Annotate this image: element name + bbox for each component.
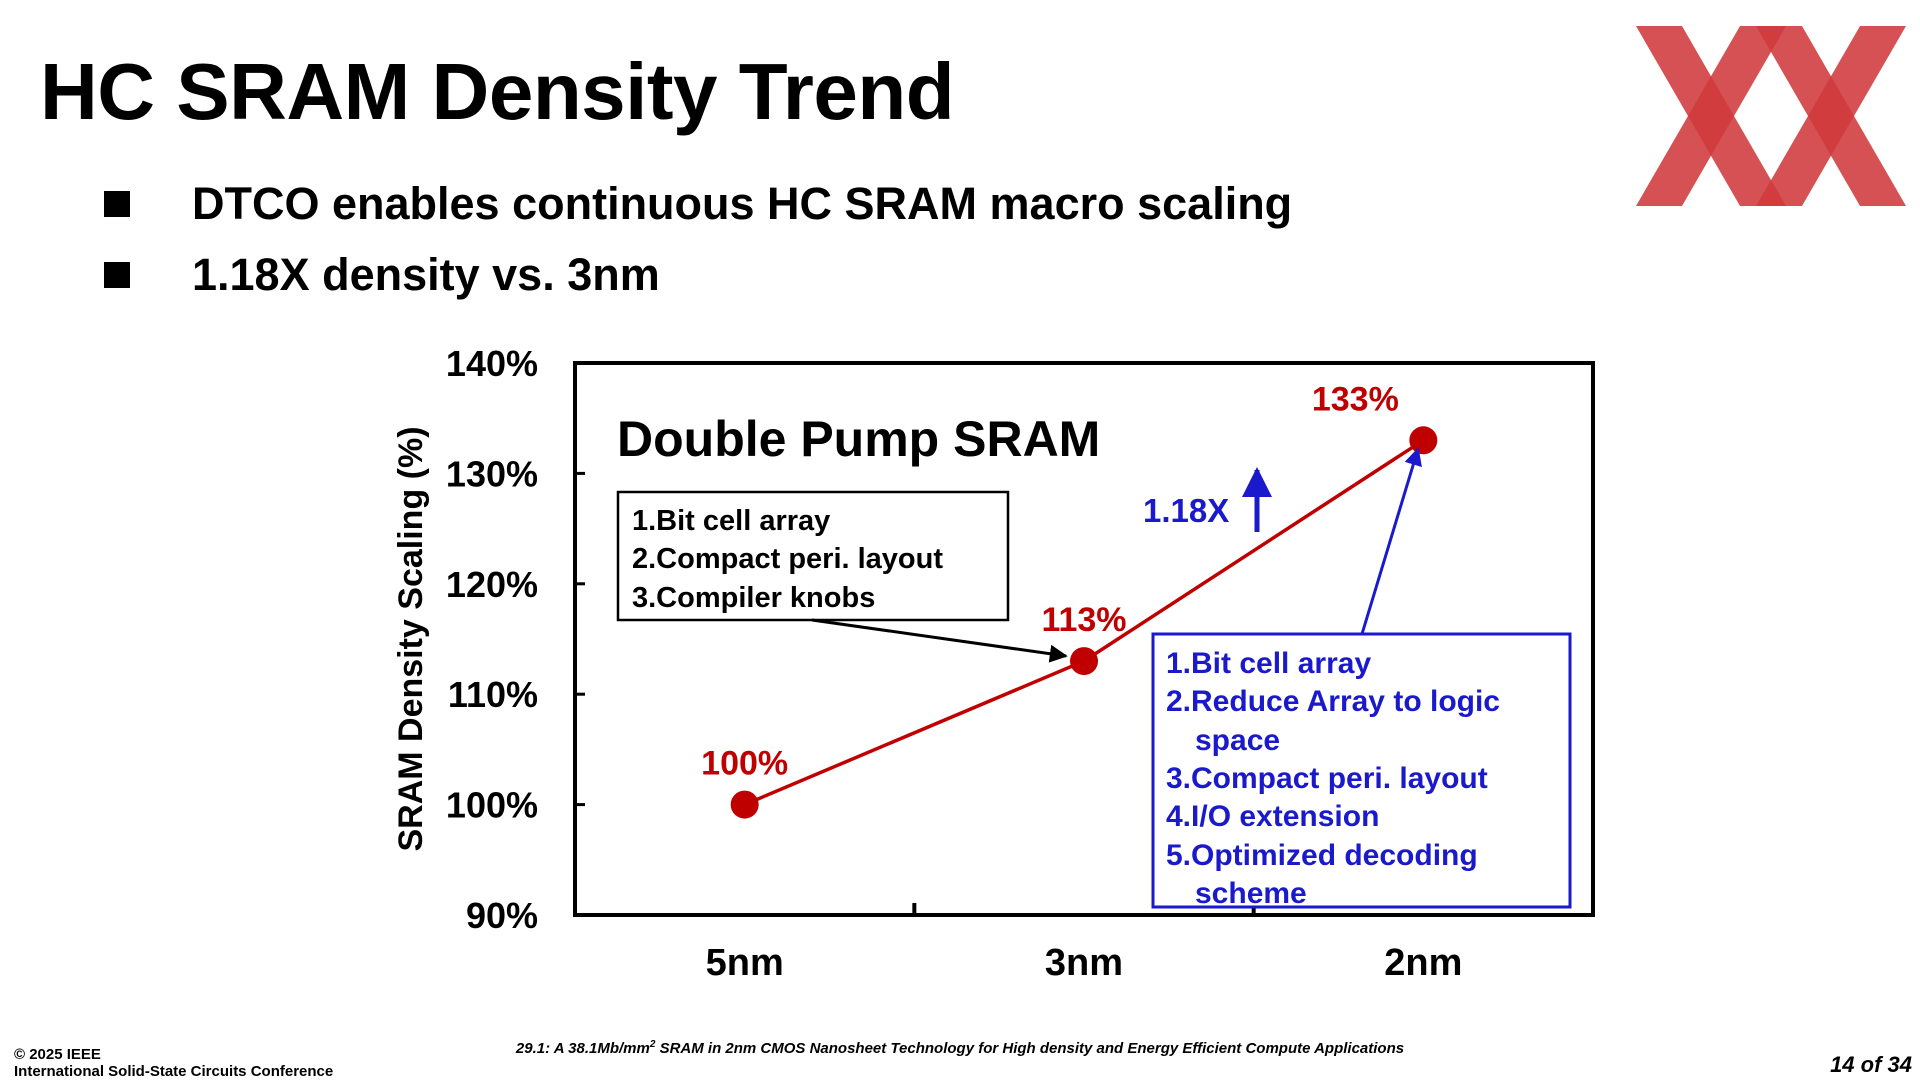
y-tick-label: 120% (446, 564, 538, 605)
annotation-line: 1.Bit cell array (632, 505, 830, 537)
plot-frame (573, 361, 1595, 917)
bullet-item: DTCO enables continuous HC SRAM macro sc… (104, 168, 1292, 239)
annotation-arrow-3nm (811, 618, 1068, 663)
annotation-line: 3.Compiler knobs (632, 582, 875, 614)
conference-text: International Solid-State Circuits Confe… (14, 1063, 334, 1080)
annotation-line: space (1195, 724, 1280, 757)
y-tick-label: 110% (448, 674, 538, 715)
x-tick-label: 2nm (1384, 942, 1462, 984)
bullet-text: DTCO enables continuous HC SRAM macro sc… (192, 178, 1293, 229)
y-tick-label: 130% (446, 453, 538, 494)
scaling-label: 1.18X (1143, 492, 1229, 529)
data-label: 133% (1312, 380, 1399, 418)
page-number: 14 of 34 (1830, 1052, 1912, 1077)
slide-title: HC SRAM Density Trend (40, 47, 955, 136)
paper-title-superscript: 2 (649, 1039, 656, 1050)
data-labels: 100% 113% 133% (701, 380, 1399, 782)
bullet-list: DTCO enables continuous HC SRAM macro sc… (104, 168, 1292, 310)
data-point (1409, 426, 1438, 455)
x-tick-label: 5nm (706, 942, 784, 984)
y-axis-label: SRAM Density Scaling (%) (392, 426, 430, 851)
bullet-item: 1.18X density vs. 3nm (104, 239, 1292, 310)
annotation-line: 1.Bit cell array (1166, 647, 1371, 680)
annotation-box-3nm: 1.Bit cell array 2.Compact peri. layout … (616, 490, 1010, 622)
footer-copyright: © 2025 IEEE International Solid-State Ci… (14, 1046, 333, 1080)
square-bullet-icon (104, 190, 130, 217)
y-tick-label: 100% (446, 785, 538, 826)
copyright-text: © 2025 IEEE (14, 1046, 101, 1063)
data-point (1070, 647, 1098, 676)
annotation-line: scheme (1195, 877, 1307, 910)
paper-title-start: 29.1: A 38.1Mb/mm (515, 1040, 650, 1057)
paper-title-end: SRAM in 2nm CMOS Nanosheet Technology fo… (655, 1040, 1405, 1057)
annotation-box-2nm: 1.Bit cell array 2.Reduce Array to logic… (1151, 632, 1572, 910)
y-tick-label: 90% (466, 895, 538, 936)
annotation-arrow-2nm (1360, 447, 1422, 635)
x-tick-label: 3nm (1045, 942, 1123, 984)
y-tick-label: 140% (446, 343, 538, 384)
annotation-line: 2.Reduce Array to logic (1166, 685, 1500, 718)
series-line (730, 426, 1438, 819)
red-double-x-logo-icon (1636, 26, 1906, 206)
square-bullet-icon (104, 261, 130, 288)
footer-paper-title: 29.1: A 38.1Mb/mm2 SRAM in 2nm CMOS Nano… (0, 1039, 1920, 1057)
annotation-line: 4.I/O extension (1166, 800, 1379, 833)
data-label: 113% (1041, 601, 1126, 639)
annotation-line: 3.Compact peri. layout (1166, 762, 1488, 795)
annotation-line: 2.Compact peri. layout (632, 543, 943, 575)
data-label: 100% (701, 745, 788, 783)
annotation-line: 5.Optimized decoding (1166, 839, 1478, 872)
data-point (730, 790, 759, 819)
chart-title: Double Pump SRAM (617, 411, 1100, 467)
bullet-text: 1.18X density vs. 3nm (192, 249, 660, 300)
